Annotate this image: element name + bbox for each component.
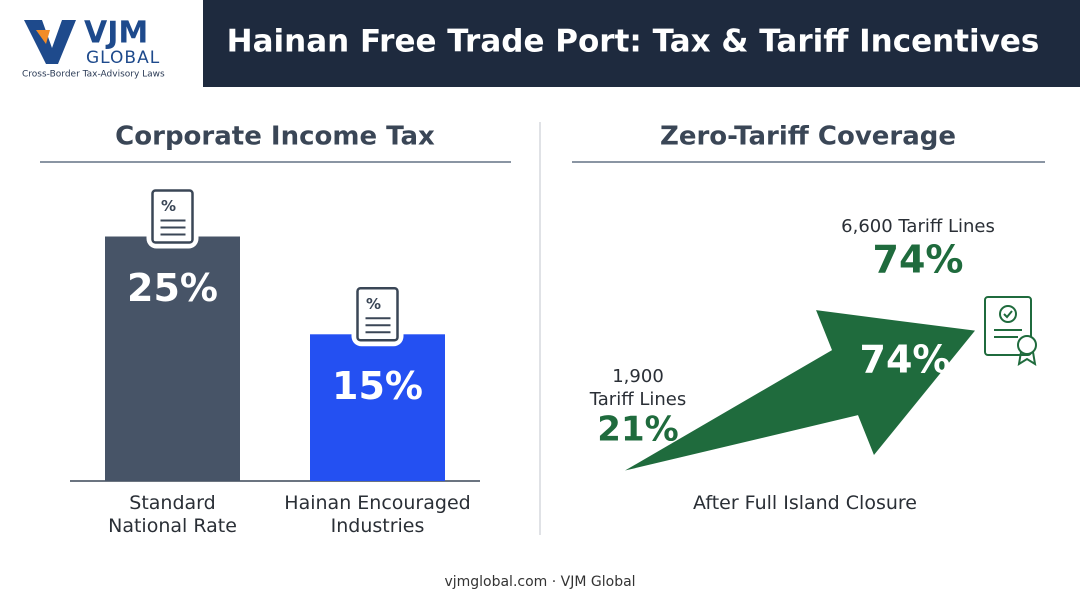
logo-mark xyxy=(24,20,76,64)
category-label: 1,900 Tariff Lines xyxy=(589,366,687,410)
logo-name: VJM xyxy=(84,16,148,51)
logo-accent xyxy=(36,30,50,44)
icon-glyph: % xyxy=(161,197,176,215)
page-title: Hainan Free Trade Port: Tax & Tariff Inc… xyxy=(227,24,1040,60)
document-icon: % xyxy=(351,284,404,347)
bar xyxy=(310,334,445,481)
icon-glyph: % xyxy=(366,295,381,313)
footer: vjmglobal.com · VJM Global xyxy=(444,574,635,590)
growth-arrow xyxy=(625,310,975,471)
logo-sub: GLOBAL xyxy=(86,48,160,68)
value-label: 25% xyxy=(127,266,218,310)
logo-tagline: Cross-Border Tax-Advisory Laws xyxy=(22,70,165,80)
value-label: 21% xyxy=(597,410,678,450)
x-axis-label: After Full Island Closure xyxy=(693,492,917,514)
icon-page xyxy=(151,189,194,244)
category-label: 6,600 Tariff Lines xyxy=(841,216,995,237)
value-label: 74% xyxy=(873,238,964,282)
value-label: 74% xyxy=(860,338,951,382)
certificate-icon xyxy=(984,296,1037,367)
section-title: Zero-Tariff Coverage xyxy=(660,122,956,152)
value-label: 15% xyxy=(332,364,423,408)
section-title: Corporate Income Tax xyxy=(115,122,435,152)
document-icon: % xyxy=(146,186,199,249)
category-label: Standard National Rate xyxy=(108,492,237,537)
category-label: Hainan Encouraged Industries xyxy=(284,492,471,537)
bar xyxy=(105,236,240,481)
header-bar xyxy=(203,0,1080,87)
icon-page xyxy=(356,287,399,342)
